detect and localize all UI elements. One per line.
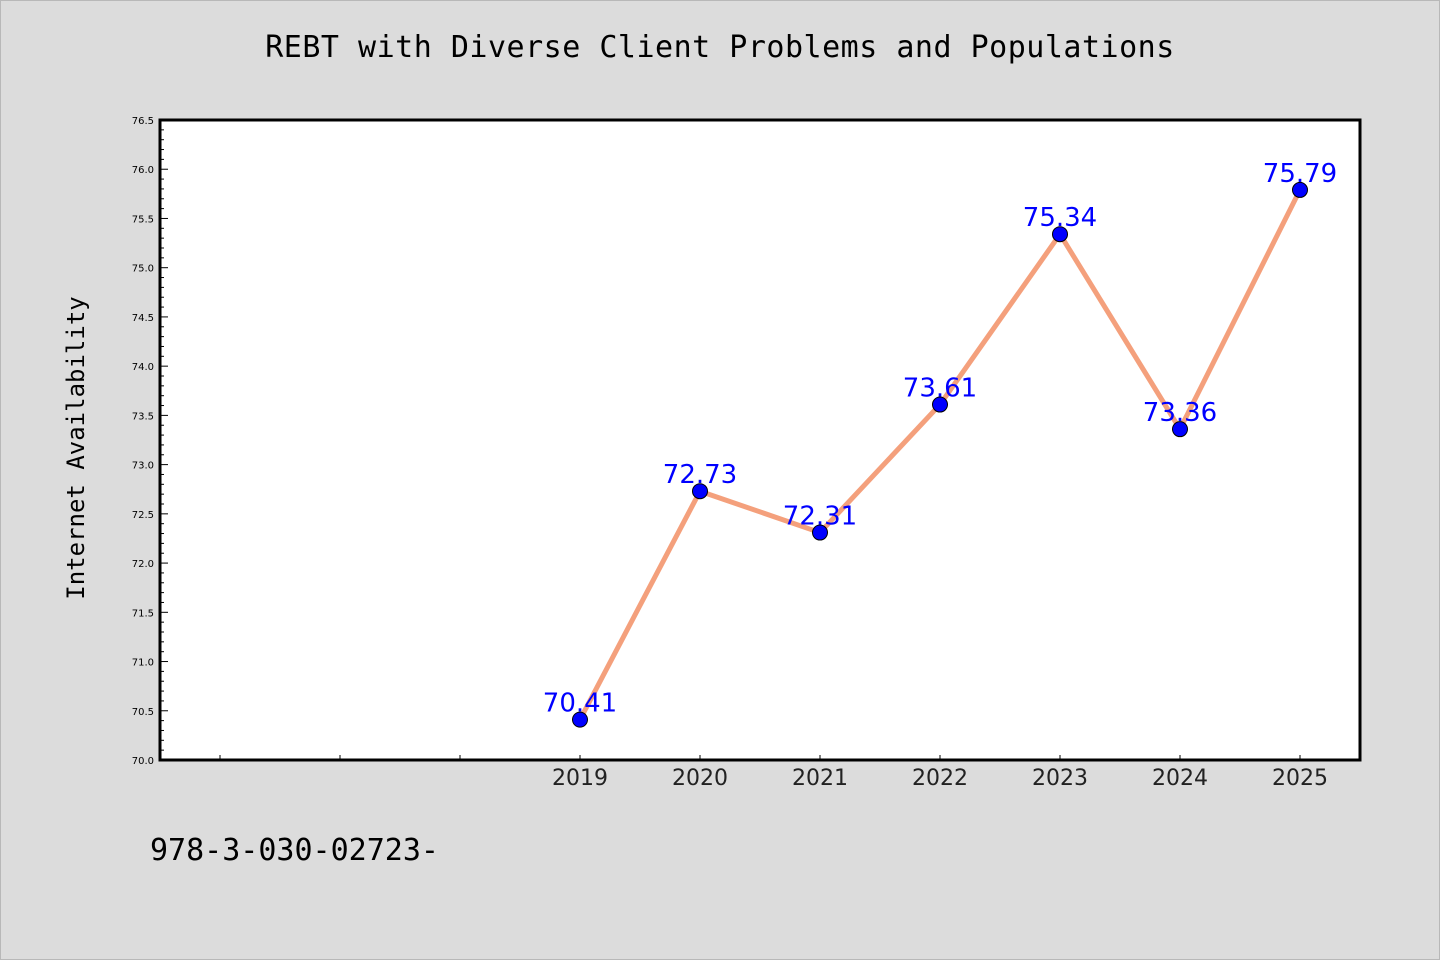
y-tick-label: 71.0 [132,658,154,669]
y-tick-label: 72.5 [132,510,154,521]
data-point [692,483,708,500]
x-tick-label: 2020 [672,766,728,791]
data-point [1292,181,1308,198]
data-label: 70.41 [543,689,617,719]
x-tick-label: 2019 [552,766,608,791]
data-point [572,711,588,728]
footnote-text: 978-3-030-02723- [150,833,439,868]
y-tick-label: 70.0 [132,756,154,767]
y-tick-label: 74.5 [132,313,154,324]
y-tick-label: 73.5 [132,411,154,422]
y-tick-label: 71.5 [132,608,154,619]
x-tick-label: 2023 [1032,766,1088,791]
y-tick-label: 76.0 [132,165,154,176]
data-label: 73.61 [903,374,977,404]
data-label: 75.79 [1263,159,1337,189]
x-tick-label: 2022 [912,766,968,791]
y-axis: 70.0 70.5 71.0 71.5 72.0 72.5 73.0 73.5 74.0 74.5… [132,116,168,767]
data-point [932,396,948,413]
data-label: 73.36 [1143,398,1217,428]
y-tick-label: 72.0 [132,559,154,570]
plot-area [160,120,1360,760]
data-label: 75.34 [1023,203,1097,233]
y-tick-label: 75.0 [132,264,154,275]
data-point [812,524,828,541]
x-tick-label: 2021 [792,766,848,791]
data-point [1172,421,1188,438]
x-axis: 2019 2020 2021 2022 2023 2024 2025 [219,755,1328,791]
y-tick-label: 73.0 [132,461,154,472]
plot-border [158,118,1362,762]
x-tick-label: 2025 [1272,766,1328,791]
chart-title: REBT with Diverse Client Problems and Po… [265,30,1175,65]
x-tick-label: 2024 [1152,766,1208,791]
y-tick-label: 75.5 [132,214,154,225]
y-tick-label: 74.0 [132,362,154,373]
data-point [1052,226,1068,243]
y-tick-label: 70.5 [132,707,154,718]
y-tick-label: 76.5 [132,116,154,127]
data-label: 72.73 [663,460,737,490]
data-label: 72.31 [783,502,857,532]
